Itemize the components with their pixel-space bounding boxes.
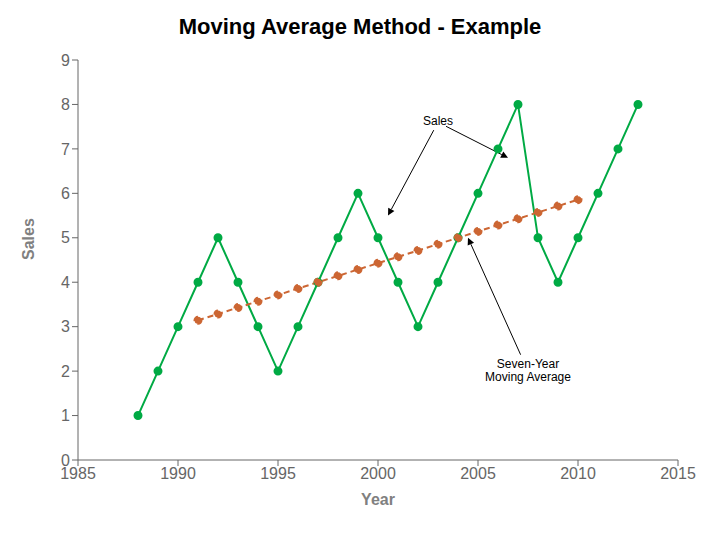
svg-text:4: 4	[61, 274, 70, 291]
svg-text:2015: 2015	[660, 465, 696, 482]
svg-text:9: 9	[61, 52, 70, 69]
svg-text:5: 5	[61, 229, 70, 246]
svg-text:2: 2	[61, 363, 70, 380]
svg-text:1990: 1990	[160, 465, 196, 482]
svg-text:1995: 1995	[260, 465, 296, 482]
svg-text:Seven-YearMoving Average: Seven-YearMoving Average	[485, 357, 571, 384]
svg-text:Sales: Sales	[423, 114, 453, 128]
svg-text:7: 7	[61, 141, 70, 158]
html-text:Moving Average Method - Exampl: Moving Average Method - Example	[178, 14, 542, 39]
svg-text:1: 1	[61, 407, 70, 424]
svg-text:0: 0	[61, 452, 70, 469]
svg-text:2005: 2005	[460, 465, 496, 482]
svg-text:3: 3	[61, 318, 70, 335]
svg-text:2000: 2000	[360, 465, 396, 482]
svg-text:2010: 2010	[560, 465, 596, 482]
svg-text:Year: Year	[361, 491, 395, 508]
svg-text:6: 6	[61, 185, 70, 202]
svg-text:1985: 1985	[60, 465, 96, 483]
svg-text:8: 8	[61, 96, 70, 113]
svg-text:Sales: Sales	[20, 218, 37, 260]
